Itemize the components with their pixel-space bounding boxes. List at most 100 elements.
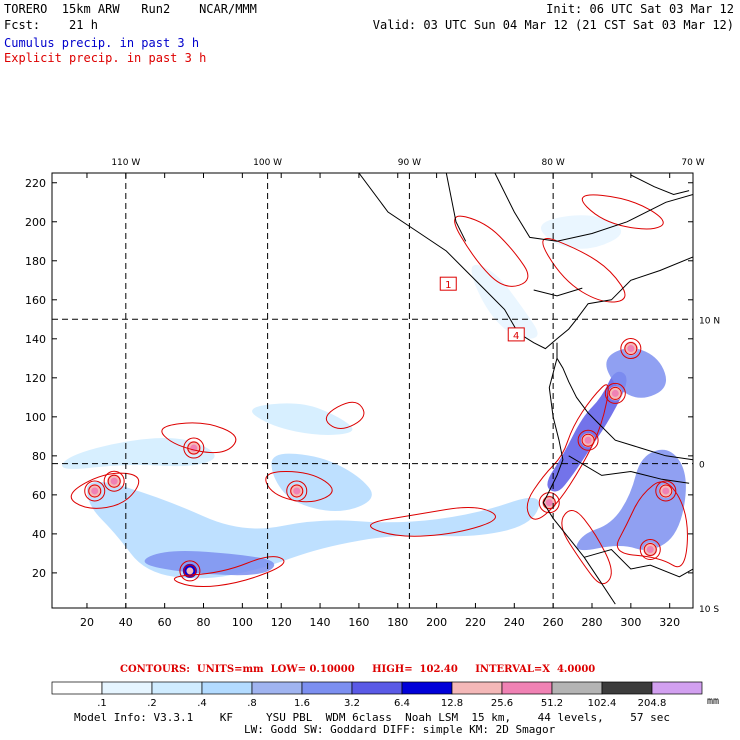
colorbar-swatch-10 (551, 681, 603, 695)
contour-info: CONTOURS: UNITS=mm LOW= 0.10000 HIGH= 10… (120, 664, 595, 675)
colorbar-level-5: 3.2 (344, 698, 360, 709)
contour-units: UNITS=mm (196, 664, 264, 675)
x-tick-label-11: 240 (504, 616, 525, 629)
colorbar-level-9: 51.2 (541, 698, 563, 709)
colorbar-level-6: 6.4 (394, 698, 410, 709)
colorbar-swatch-8 (451, 681, 503, 695)
explicit-ring-6-0 (577, 429, 599, 451)
colorbar-level-3: .8 (247, 698, 257, 709)
x-tick-label-2: 60 (158, 616, 172, 629)
latitude-label-2: 10 S (699, 605, 719, 615)
colorbar-level-0: .1 (97, 698, 107, 709)
y-tick-label-0: 20 (32, 567, 46, 580)
precip-area-blue-amazon (576, 449, 686, 551)
header-line1-right: Init: 06 UTC Sat 03 Mar 12 (546, 2, 734, 16)
colorbar-swatch-9 (501, 681, 553, 695)
precip-core-inner-8 (646, 545, 654, 553)
colorbar-level-11: 204.8 (638, 698, 667, 709)
colorbar-level-8: 25.6 (491, 698, 513, 709)
explicit-contour-red-peru (561, 509, 612, 585)
x-tick-label-1: 40 (119, 616, 133, 629)
x-tick-label-8: 180 (387, 616, 408, 629)
explicit-contour-red-west-upper (161, 422, 237, 454)
legend-cumulus: Cumulus precip. in past 3 h (4, 36, 200, 50)
x-tick-label-6: 140 (310, 616, 331, 629)
explicit-ring-0-0 (103, 470, 125, 492)
precip-core-inner-10 (627, 345, 635, 353)
coastline-7 (533, 287, 583, 297)
y-tick-label-5: 120 (25, 372, 46, 385)
coastline-0 (358, 173, 693, 350)
colorbar-level-2: .4 (197, 698, 207, 709)
longitude-label-4: 70 W (681, 158, 704, 168)
coastlines (358, 173, 693, 605)
contour-high: HIGH= 102.40 (372, 664, 458, 675)
longitude-label-3: 80 W (542, 158, 565, 168)
x-tick-label-5: 120 (271, 616, 292, 629)
explicit-ring-4-1 (183, 564, 197, 578)
colorbar-swatch-6 (351, 681, 403, 695)
explicit-ring-10-0 (620, 338, 642, 360)
explicit-ring-7-1 (608, 386, 622, 400)
colorbar-swatch-11 (601, 681, 653, 695)
coastline-8 (630, 174, 690, 196)
y-tick-label-7: 160 (25, 294, 46, 307)
explicit-ring-6-1 (581, 433, 595, 447)
colorbar-units: mm (707, 696, 720, 707)
coastline-6 (494, 173, 693, 242)
explicit-ring-10-1 (624, 342, 638, 356)
longitude-label-2: 90 W (398, 158, 421, 168)
y-tick-label-1: 40 (32, 528, 46, 541)
x-tick-label-14: 300 (620, 616, 641, 629)
explicit-contour-red-caribbean (581, 194, 664, 230)
colorbar-swatch-0 (51, 681, 103, 695)
coastline-4 (568, 455, 690, 484)
explicit-contour-red-south-rings (173, 556, 285, 588)
precip-area-blue-upper-band (252, 403, 353, 435)
precip-area-blue-central-america (471, 264, 538, 339)
city-marker-box-1 (507, 327, 525, 342)
model-info-2: LW: Godd SW: Goddard DIFF: simple KM: 2D… (244, 723, 556, 736)
y-tick-label-4: 100 (25, 411, 46, 424)
y-tick-label-9: 200 (25, 216, 46, 229)
latitude-label-1: 0 (699, 461, 705, 471)
precip-area-blue-south-lobe (144, 550, 275, 576)
colorbar-swatch-4 (251, 681, 303, 695)
explicit-contour-red-central-rings (265, 470, 333, 503)
x-tick-label-13: 280 (581, 616, 602, 629)
x-tick-label-4: 100 (232, 616, 253, 629)
explicit-ring-2-1 (187, 441, 201, 455)
y-tick-label-10: 220 (25, 177, 46, 190)
x-tick-label-15: 320 (659, 616, 680, 629)
latitude-label-0: 10 N (699, 316, 720, 326)
city-marker-label-1: 4 (513, 331, 519, 342)
x-tick-label-0: 20 (80, 616, 94, 629)
x-tick-label-7: 160 (348, 616, 369, 629)
legend-explicit: Explicit precip. in past 3 h (4, 51, 207, 65)
explicit-ring-9-0 (655, 480, 677, 502)
explicit-ring-3-0 (286, 480, 308, 502)
explicit-ring-0-1 (107, 474, 121, 488)
coastline-3 (584, 548, 693, 578)
colorbar-swatch-2 (151, 681, 203, 695)
coastline-5 (445, 173, 467, 242)
explicit-ring-9-1 (659, 484, 673, 498)
explicit-contour-red-midband (370, 506, 496, 537)
city-marker-label-0: 1 (445, 280, 451, 291)
precip-core-inner-0 (110, 477, 118, 485)
colorbar-swatch-3 (201, 681, 253, 695)
precip-core-inner-4 (186, 567, 194, 575)
x-tick-label-3: 80 (197, 616, 211, 629)
explicit-ring-2-0 (183, 437, 205, 459)
explicit-contour-red-west-rings (70, 472, 140, 509)
y-tick-label-2: 60 (32, 489, 46, 502)
header-line2-left: Fcst: 21 h (4, 18, 98, 32)
precip-core-inner-9 (662, 487, 670, 495)
explicit-contour-red-amazon (616, 481, 688, 568)
longitude-label-1: 100 W (253, 158, 282, 168)
explicit-contour-red-upper-rings (325, 401, 365, 429)
colorbar-level-4: 1.6 (294, 698, 310, 709)
header-line2-right: Valid: 03 UTC Sun 04 Mar 12 (21 CST Sat … (372, 18, 734, 32)
city-marker-box-0 (439, 276, 457, 291)
